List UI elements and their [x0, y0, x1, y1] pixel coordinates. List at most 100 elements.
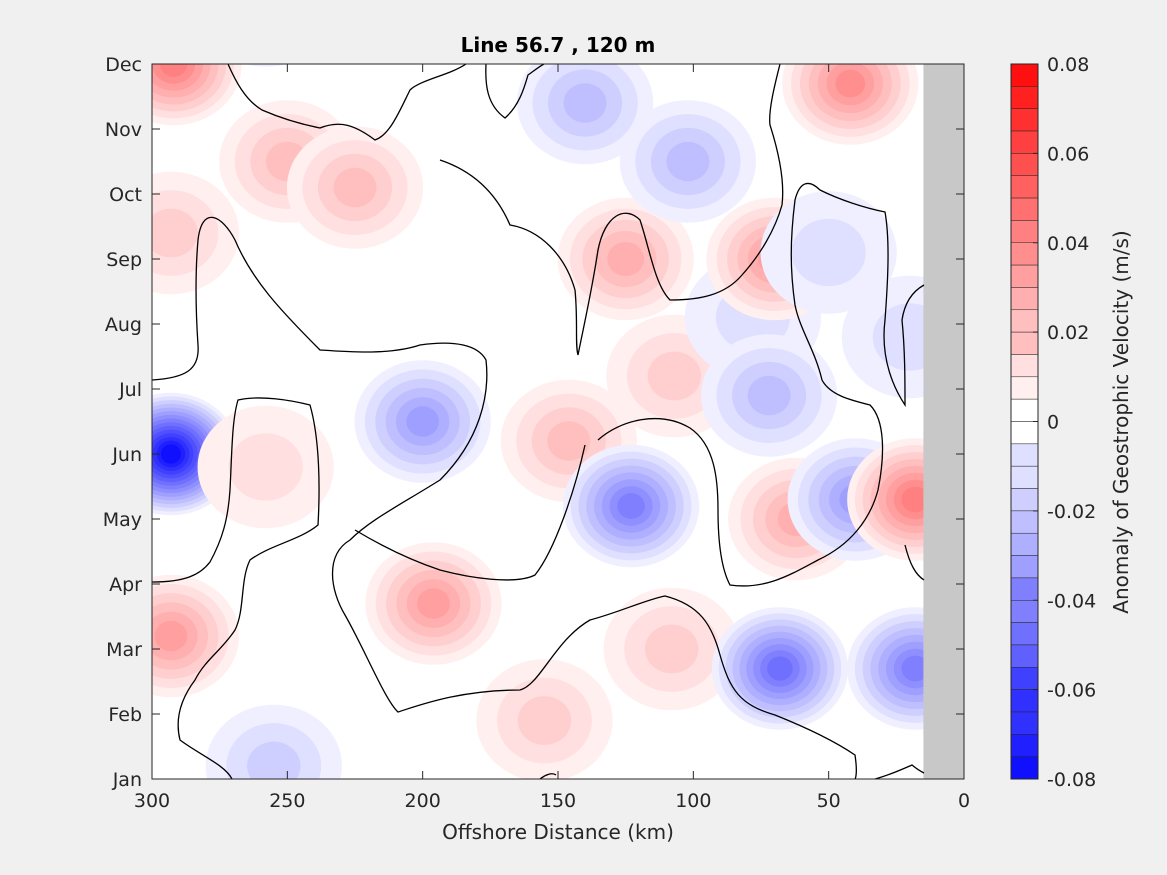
contour-level	[333, 167, 377, 208]
colorbar-cell	[1010, 242, 1039, 266]
contour-level	[835, 69, 866, 98]
contour-level	[647, 351, 702, 401]
contour-feature	[782, 64, 919, 145]
colorbar-cell	[1010, 622, 1039, 646]
colorbar-cell	[1010, 175, 1039, 199]
colorbar-cell	[1010, 555, 1039, 579]
contour-level	[747, 375, 791, 416]
y-tick-label: Jun	[111, 444, 142, 466]
colorbar-cell	[1010, 600, 1039, 623]
colorbar-tick-label: 0	[1047, 412, 1059, 434]
contour-level	[160, 444, 182, 464]
contour-level	[666, 141, 710, 182]
x-tick-label: 50	[817, 790, 841, 812]
x-tick-label: 250	[269, 790, 305, 812]
colorbar-cell	[1010, 63, 1039, 87]
y-tick-label: Jul	[118, 379, 142, 401]
colorbar-cell	[1010, 376, 1039, 400]
y-tick-label: Sep	[106, 249, 142, 271]
y-tick-label: Aug	[105, 314, 142, 336]
contour-level	[159, 64, 188, 77]
contour-level	[901, 655, 930, 682]
contour-feature	[152, 574, 240, 698]
colorbar-cell	[1010, 108, 1039, 132]
y-tick-label: Dec	[105, 54, 142, 76]
contour-level	[767, 656, 793, 681]
colorbar-cell	[1010, 644, 1039, 668]
colorbar-tick-label: 0.08	[1047, 54, 1089, 76]
contour-feature	[152, 171, 240, 295]
colorbar-cell	[1010, 331, 1039, 355]
colorbar-cell	[1010, 734, 1039, 757]
contour-level	[152, 208, 198, 258]
zero-contour-layer	[152, 64, 925, 779]
colorbar-scale	[1010, 63, 1039, 780]
contour-level	[901, 486, 930, 513]
contour-feature	[205, 704, 342, 779]
y-tick-label: Nov	[105, 119, 142, 141]
colorbar-cell	[1010, 510, 1039, 534]
plot-area: 300 250 200 150 100 50 0 Jan Feb Mar Apr May Jun Jul…	[103, 54, 970, 812]
y-tick-label: Apr	[109, 574, 142, 596]
colorbar-tick-label: -0.06	[1047, 680, 1096, 702]
x-tick-label: 150	[540, 790, 576, 812]
contour-feature	[354, 360, 491, 483]
contour-feature	[286, 126, 424, 249]
x-tick-label: 200	[405, 790, 441, 812]
colorbar-cell	[1010, 153, 1039, 176]
colorbar-cell	[1010, 532, 1039, 556]
colorbar-cell	[1010, 86, 1039, 109]
no-data-region	[923, 64, 964, 779]
zero-contour-line	[152, 216, 857, 779]
contour-feature	[711, 607, 849, 730]
contour-feature	[365, 542, 502, 665]
contour-feature	[619, 100, 757, 223]
colorbar: 0.08 0.06 0.04 0.02 0 -0.02 -0.04 -0.06 -0.08 An…	[1010, 54, 1133, 791]
contour-level	[644, 624, 699, 674]
contour-feature	[516, 64, 654, 165]
colorbar-cell	[1010, 197, 1039, 221]
contour-feature	[603, 587, 740, 711]
contour-level	[245, 64, 286, 67]
y-tick-label: Mar	[106, 639, 142, 661]
contour-feature	[152, 64, 242, 126]
y-tick-label: May	[103, 509, 142, 531]
contour-feature	[700, 334, 838, 457]
zero-contour-line	[874, 764, 925, 779]
colorbar-cell	[1010, 488, 1039, 512]
contour-feature	[562, 444, 700, 568]
zero-contour-line	[439, 64, 784, 356]
colorbar-cell	[1010, 689, 1039, 713]
x-axis-label: Offshore Distance (km)	[442, 820, 674, 844]
contour-level	[247, 741, 301, 779]
y-tick-label: Feb	[108, 704, 142, 726]
zero-contour-line	[539, 773, 557, 779]
colorbar-cell	[1010, 354, 1039, 378]
zero-contour-line	[227, 64, 467, 141]
colorbar-cell	[1010, 443, 1039, 467]
colorbar-tick-label: 0.02	[1047, 322, 1089, 344]
colorbar-cell	[1010, 577, 1039, 601]
colorbar-tick-label: 0.04	[1047, 233, 1089, 255]
colorbar-cell	[1010, 398, 1039, 422]
colorbar-tick-label: 0.06	[1047, 143, 1089, 165]
contour-level	[406, 406, 440, 437]
colorbar-cell	[1010, 264, 1039, 288]
contour-level	[563, 83, 607, 123]
contour-feature	[245, 64, 286, 67]
zero-contour-line	[904, 544, 925, 581]
colorbar-cell	[1010, 465, 1039, 489]
colorbar-tick-label: -0.04	[1047, 590, 1096, 612]
colorbar-tick-label: -0.08	[1047, 769, 1096, 791]
contour-level	[617, 493, 645, 519]
zero-contour-line	[152, 397, 320, 779]
colorbar-cell	[1010, 756, 1039, 780]
chart-title: Line 56.7 , 120 m	[461, 33, 656, 57]
contour-level	[547, 421, 591, 461]
contour-fill-layer	[152, 64, 964, 779]
y-tick-label: Oct	[109, 184, 142, 206]
zero-contour-line	[354, 444, 586, 581]
contour-feature	[476, 659, 613, 779]
colorbar-cell	[1010, 309, 1039, 333]
colorbar-cell	[1010, 130, 1039, 154]
